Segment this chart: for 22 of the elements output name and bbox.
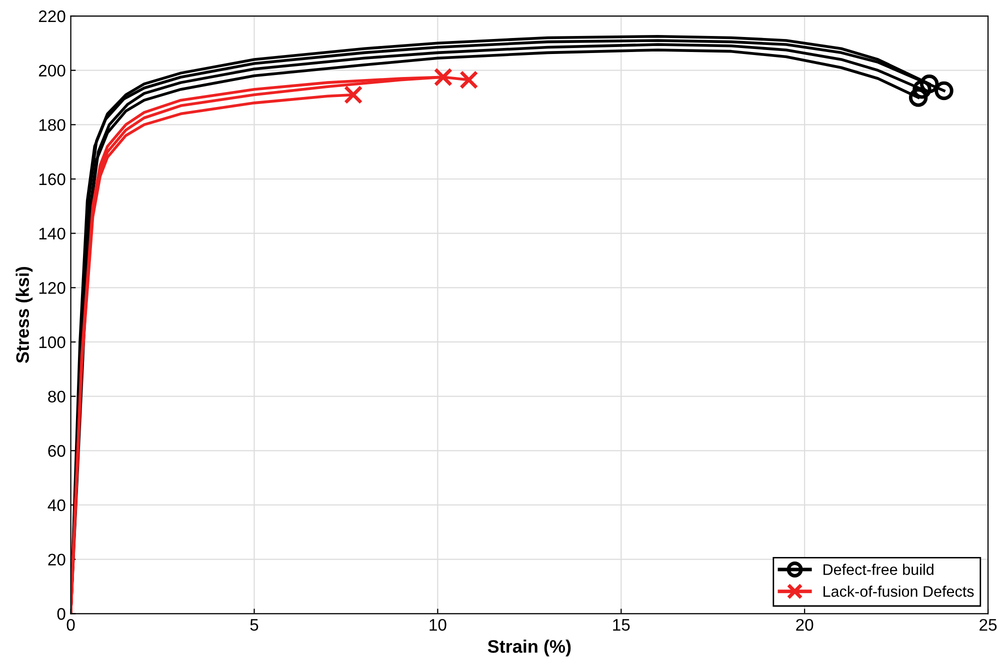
x-axis-title: Strain (%) [488, 640, 571, 656]
x-tick-label: 20 [796, 618, 814, 631]
x-tick-label: 5 [250, 619, 258, 631]
y-axis-title: Stress (ksi) [16, 267, 33, 363]
y-tick-label: 200 [38, 64, 66, 77]
y-tick-label: 180 [39, 119, 66, 131]
y-tick-label: 0 [57, 608, 66, 620]
x-tick-label: 15 [613, 619, 630, 631]
y-tick-label: 80 [48, 390, 66, 403]
y-tick-label: 220 [38, 10, 66, 22]
legend-label: Defect-free build [824, 564, 934, 575]
x-tick-label: 25 [980, 618, 997, 631]
y-tick-label: 40 [48, 499, 66, 512]
legend-label: Lack-of-fusion Defects [824, 586, 974, 597]
y-tick-label: 20 [48, 554, 66, 566]
y-tick-label: 140 [39, 228, 66, 240]
y-tick-label: 100 [39, 336, 66, 348]
x-tick-label: 0 [66, 618, 75, 631]
y-tick-label: 160 [39, 173, 66, 186]
x-tick-label: 10 [430, 618, 446, 631]
y-tick-label: 60 [48, 445, 66, 457]
y-tick-label: 120 [39, 282, 66, 294]
